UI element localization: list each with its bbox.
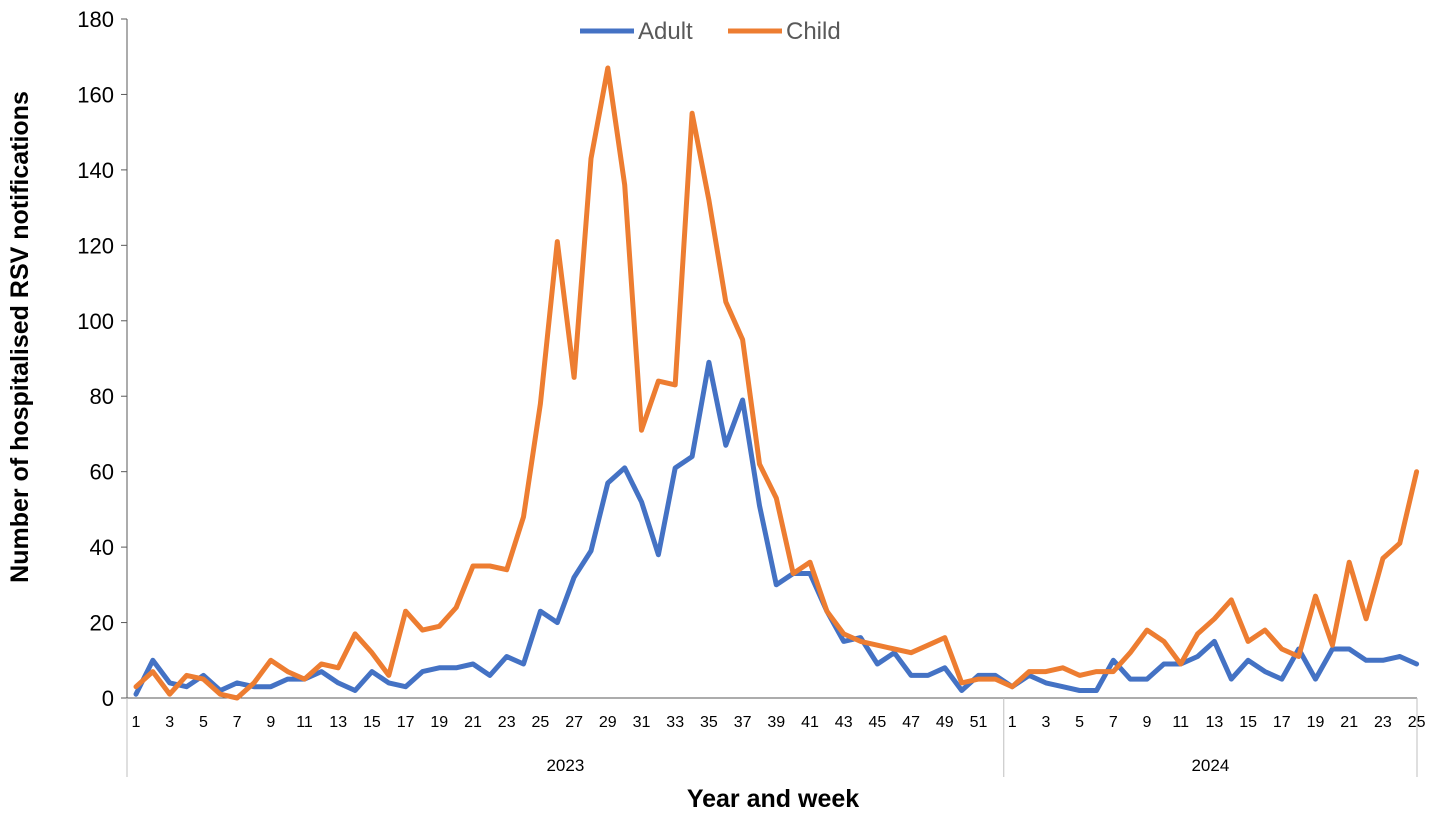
- x-tick-label: 23: [1374, 714, 1392, 731]
- x-tick-label: 47: [902, 714, 920, 731]
- y-tick-label: 120: [77, 233, 114, 258]
- year-group-label: 2024: [1191, 756, 1229, 775]
- x-tick-label: 25: [532, 714, 550, 731]
- x-tick-label: 31: [633, 714, 651, 731]
- x-tick-label: 27: [565, 714, 583, 731]
- y-tick-label: 20: [90, 611, 114, 636]
- x-tick-label: 21: [1340, 714, 1358, 731]
- y-tick-label: 0: [102, 686, 114, 711]
- x-tick-label: 23: [498, 714, 516, 731]
- x-tick-label: 33: [666, 714, 684, 731]
- x-tick-label: 7: [233, 714, 242, 731]
- x-tick-label: 19: [1307, 714, 1325, 731]
- series-layer: [133, 65, 1420, 701]
- x-tick-label: 13: [1206, 714, 1224, 731]
- y-tick-label: 140: [77, 158, 114, 183]
- x-tick-label: 1: [132, 714, 141, 731]
- x-tick-label: 3: [1041, 714, 1050, 731]
- x-tick-label: 49: [936, 714, 954, 731]
- x-tick-label: 17: [397, 714, 415, 731]
- x-tick-label: 11: [296, 714, 313, 731]
- x-tick-label: 11: [1172, 714, 1189, 731]
- x-tick-label: 37: [734, 714, 752, 731]
- x-tick-label: 1: [1008, 714, 1017, 731]
- x-tick-label: 41: [801, 714, 819, 731]
- x-tick-label: 21: [464, 714, 482, 731]
- x-tick-label: 35: [700, 714, 718, 731]
- y-tick-label: 80: [90, 384, 114, 409]
- y-tick-label: 40: [90, 535, 114, 560]
- x-tick-label: 15: [1239, 714, 1257, 731]
- x-tick-label: 9: [266, 714, 275, 731]
- series-line-child: [133, 65, 1420, 701]
- x-tick-label: 51: [970, 714, 988, 731]
- x-tick-label: 13: [329, 714, 347, 731]
- y-tick-label: 60: [90, 460, 114, 485]
- x-tick-label: 15: [363, 714, 381, 731]
- x-tick-label: 5: [1075, 714, 1084, 731]
- year-group-label: 2023: [546, 756, 584, 775]
- series-line-adult: [133, 359, 1420, 697]
- x-tick-label: 43: [835, 714, 853, 731]
- x-axis-title: Year and week: [687, 785, 859, 813]
- x-tick-label: 9: [1143, 714, 1152, 731]
- y-axis: 0 20 40 60 80 100 120 140 160 180: [77, 7, 128, 711]
- x-tick-label: 19: [430, 714, 448, 731]
- x-tick-label: 7: [1109, 714, 1118, 731]
- y-axis-title: Number of hospitalised RSV notifications: [6, 91, 34, 583]
- x-tick-label: 17: [1273, 714, 1291, 731]
- legend-label-child: Child: [786, 18, 841, 45]
- legend-label-adult: Adult: [638, 18, 693, 45]
- x-tick-label: 45: [869, 714, 887, 731]
- x-tick-label: 3: [165, 714, 174, 731]
- y-tick-label: 180: [77, 7, 114, 32]
- y-tick-label: 160: [77, 82, 114, 107]
- chart-legend: Adult Child: [580, 18, 841, 45]
- x-tick-label: 29: [599, 714, 617, 731]
- x-tick-label: 39: [767, 714, 785, 731]
- y-tick-label: 100: [77, 309, 114, 334]
- x-axis: 1 3 5 7 9 11 13 15 17 19 21 23 25 27 29 31 33 35 37 39 41 43 4…: [126, 697, 1426, 777]
- x-tick-label: 5: [199, 714, 208, 731]
